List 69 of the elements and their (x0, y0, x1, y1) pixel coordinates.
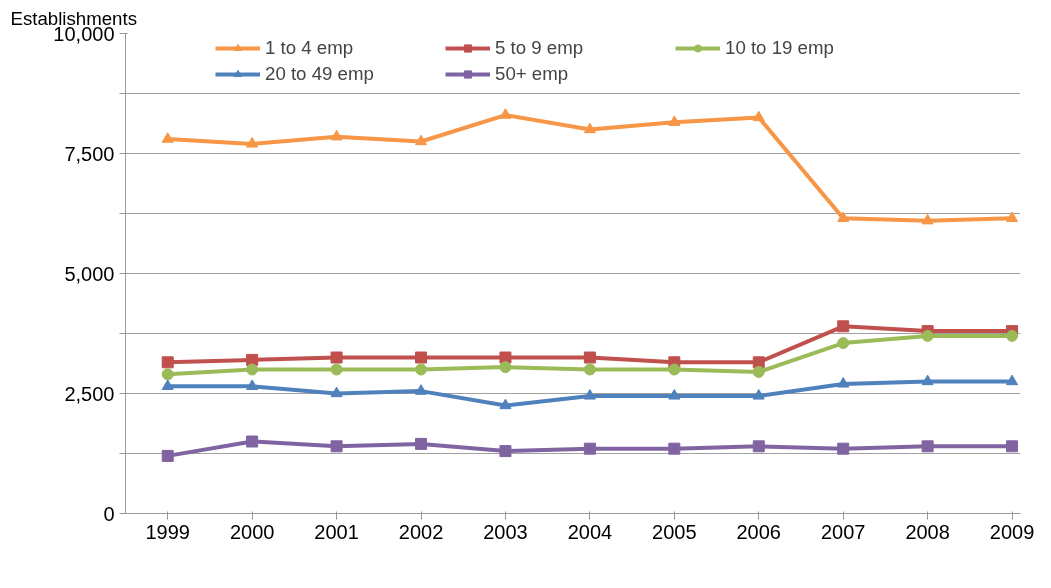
legend-label: 50+ emp (495, 63, 570, 85)
point (583, 442, 596, 455)
point (837, 320, 850, 333)
point (583, 363, 596, 376)
point (668, 442, 681, 455)
point (330, 351, 343, 364)
point (415, 134, 428, 146)
point (837, 377, 850, 388)
point (161, 368, 174, 381)
point (668, 115, 681, 126)
point (752, 110, 765, 122)
x-tick-label: 2000 (229, 520, 275, 543)
point (752, 365, 765, 378)
point (1006, 329, 1019, 342)
x-tick-label: 2004 (567, 520, 613, 543)
point (415, 437, 428, 450)
point (330, 363, 343, 376)
point (330, 440, 343, 453)
y-tick-label: 2,500 (64, 382, 115, 405)
point (583, 351, 596, 364)
point (161, 449, 174, 462)
point (752, 389, 765, 400)
point (499, 445, 512, 458)
point (246, 379, 259, 390)
legend-label: 5 to 9 emp (495, 37, 585, 59)
x-tick-label: 1999 (145, 520, 190, 543)
point (499, 361, 512, 374)
x-tick-label: 2005 (652, 520, 697, 543)
point (921, 374, 934, 386)
point (1006, 374, 1019, 386)
point (161, 379, 174, 390)
point (415, 351, 428, 364)
point (246, 435, 259, 448)
point (161, 356, 174, 369)
point (921, 329, 934, 342)
x-tick-label: 2008 (905, 520, 950, 543)
point (837, 211, 850, 222)
point (921, 440, 934, 453)
legend-label: 20 to 49 emp (265, 63, 375, 85)
point (837, 337, 850, 350)
point (668, 389, 681, 400)
point (921, 213, 934, 225)
point (668, 363, 681, 376)
point (752, 440, 765, 453)
legend-label: 10 to 19 emp (725, 37, 835, 59)
x-tick-label: 2002 (398, 520, 444, 543)
point (837, 442, 850, 455)
point (1006, 440, 1019, 453)
point (330, 129, 343, 141)
legend-label: 1 to 4 emp (265, 37, 355, 59)
x-tick-label: 2007 (820, 520, 866, 543)
point (1006, 211, 1019, 222)
point (499, 108, 512, 119)
x-tick-label: 2009 (989, 520, 1035, 543)
point (499, 398, 512, 410)
y-tick-label: 5,000 (64, 262, 115, 285)
x-tick-label: 2003 (483, 520, 528, 543)
point (246, 137, 259, 148)
point (161, 132, 174, 143)
x-tick-label: 2001 (314, 520, 359, 543)
x-tick-label: 2006 (736, 520, 782, 543)
point (415, 363, 428, 376)
point (583, 122, 596, 134)
point (330, 386, 343, 398)
point (246, 363, 259, 376)
point (415, 384, 428, 395)
y-tick-label: 7,500 (64, 142, 115, 165)
point (583, 389, 596, 400)
y-tick-label: 0 (103, 502, 115, 525)
